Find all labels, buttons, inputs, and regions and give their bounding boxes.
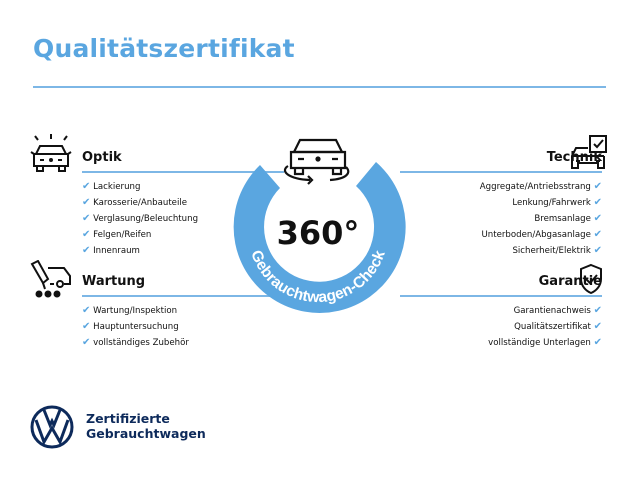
section-optik: Optik ✔ Lackierung ✔ Karosserie/Anbauteil… [82,150,284,259]
check-item-label: Felgen/Reifen [93,230,152,240]
check-item-label: Verglasung/Beleuchtung [93,214,199,224]
check-icon: ✔ [82,337,91,348]
check-item: Unterboden/Abgasanlage ✔ [400,227,603,243]
check-item: Aggregate/Antriebsstrang ✔ [400,179,602,195]
check-icon: ✔ [82,181,91,192]
check-item-label: Lenkung/Fahrwerk [512,198,591,208]
check-item-label: Wartung/Inspektion [93,306,178,316]
check-item-label: Unterboden/Abgasanlage [481,230,591,240]
brand-line: Gebrauchtwagen [86,426,206,441]
check-item-label: Garantienachweis [513,306,591,316]
ring [233,162,406,313]
check-item-label: Karosserie/Anbauteile [93,198,188,208]
vw-logo [30,405,74,449]
check-item: ✔ Felgen/Reifen [82,227,284,243]
car-rotate-icon [283,138,350,185]
section-garantie: Garantie Garantienachweis ✔ Qualitätszert… [400,274,602,351]
check-item-label: Hauptuntersuchung [93,322,179,332]
page-title: Qualitätszertifikat [33,34,295,63]
divider [33,86,606,88]
section-wartung: Wartung ✔ Wartung/Inspektion ✔ Hauptunter… [82,274,284,351]
brand-name: Zertifizierte Gebrauchtwagen [86,411,206,441]
car-lights-icon [30,134,72,172]
check-item-label: Lackierung [93,182,141,192]
check-icon: ✔ [82,197,91,208]
check-item: ✔ Wartung/Inspektion [82,303,284,319]
check-item: ✔ Hauptuntersuchung [82,319,284,335]
check-item-label: Aggregate/Antriebsstrang [479,182,591,192]
check-item-label: vollständiges Zubehör [93,338,189,348]
check-icon: ✔ [82,305,91,316]
check-item: ✔ vollständiges Zubehör [82,335,284,351]
360-check-badge: Gebrauchtwagen-Check 360° [233,138,406,313]
check-item: ✔ Karosserie/Anbauteile [82,195,284,211]
check-item-label: Bremsanlage [534,214,591,224]
check-icon: ✔ [82,245,91,256]
check-icon: ✔ [82,213,91,224]
section-title: Wartung [82,274,146,289]
check-item-label: vollständige Unterlagen [488,338,591,348]
check-icon: ✔ [593,245,602,256]
section-title: Optik [82,150,122,165]
brand-line: Zertifizierte [86,411,170,426]
check-icon: ✔ [593,305,602,316]
check-icon: ✔ [593,321,602,332]
section-technik: Technik Aggregate/Antriebsstrang ✔ Lenkun… [400,150,602,259]
service-car-icon [30,260,71,298]
check-item: Lenkung/Fahrwerk ✔ [400,195,602,211]
check-item-label: Qualitätszertifikat [514,322,591,332]
check-icon: ✔ [593,181,602,192]
check-item: ✔ Verglasung/Beleuchtung [82,211,284,227]
check-item: ✔ Lackierung [82,179,284,195]
check-icon: ✔ [593,197,602,208]
check-item: Sicherheit/Elektrik ✔ [400,243,602,259]
check-item: vollständige Unterlagen ✔ [400,335,602,351]
section-title: Technik [546,150,602,165]
check-item: Bremsanlage ✔ [400,211,602,227]
degrees-label: 360° [277,214,360,252]
check-item: Qualitätszertifikat ✔ [400,319,602,335]
check-item: ✔ Innenraum [82,243,284,259]
check-item: Garantienachweis ✔ [400,303,602,319]
car-checklist-icon [571,135,607,169]
check-icon: ✔ [593,337,602,348]
check-item-label: Sicherheit/Elektrik [512,246,591,256]
check-item-label: Innenraum [93,246,140,256]
shield-check-icon [580,263,602,295]
check-icon: ✔ [82,229,91,240]
check-icon: ✔ [593,213,602,224]
section-title: Garantie [538,274,602,289]
check-icon: ✔ [593,229,602,240]
check-icon: ✔ [82,321,91,332]
